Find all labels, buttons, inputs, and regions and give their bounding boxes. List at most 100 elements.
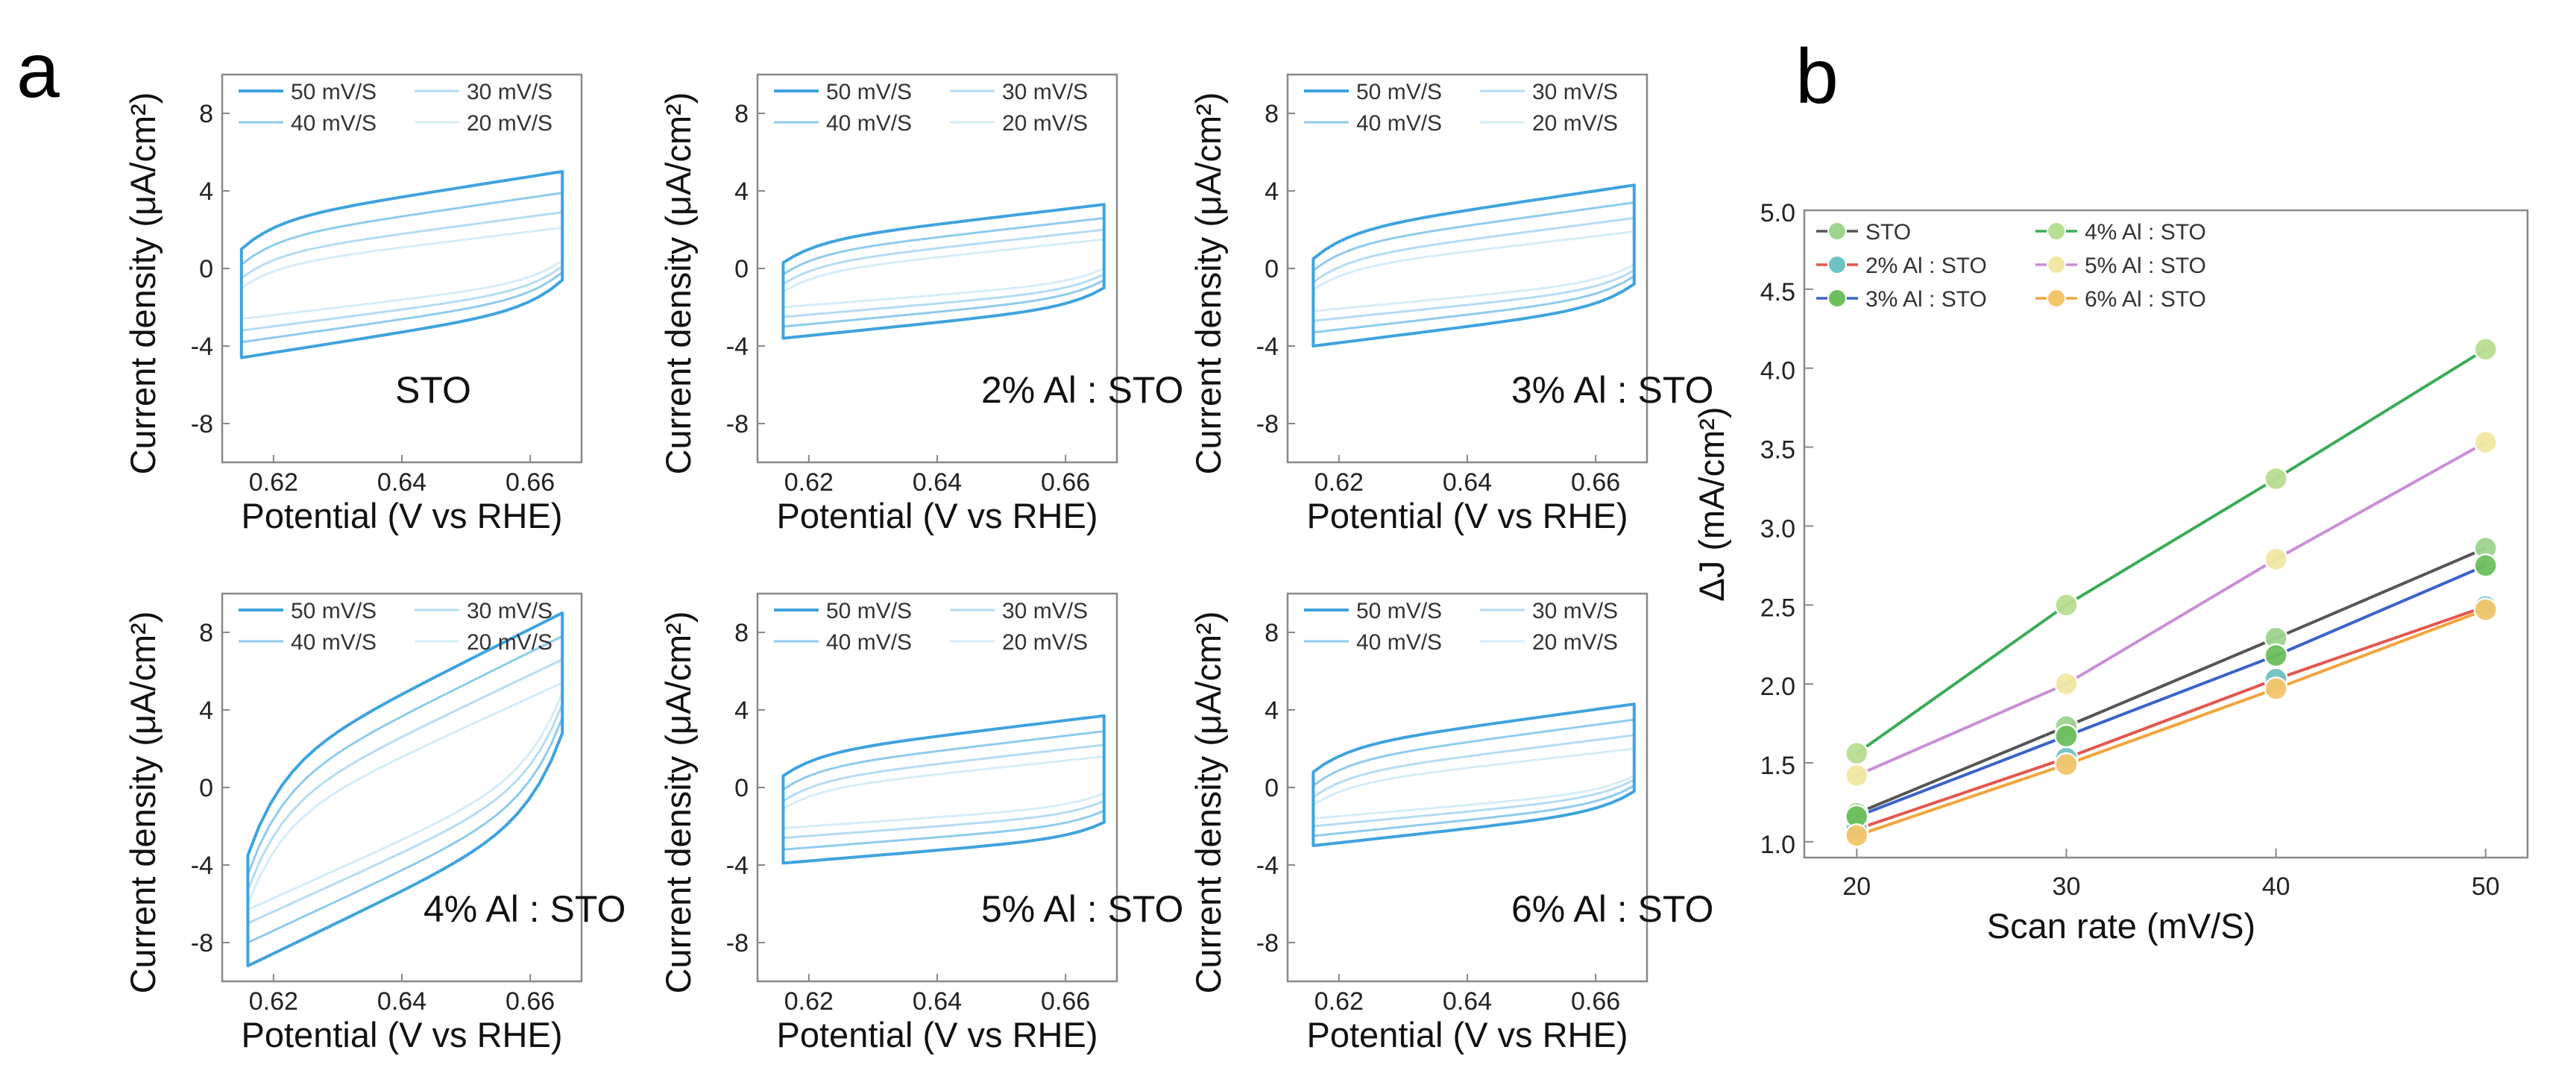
y-tick-label: 4 <box>734 177 749 206</box>
series-line <box>1856 547 2487 815</box>
x-tick-label: 0.66 <box>1041 987 1090 1016</box>
legend-label: 5% Al : STO <box>2085 254 2206 278</box>
y-tick-label: -4 <box>1256 333 1279 361</box>
y-tick-label: 4 <box>199 696 213 725</box>
legend-marker <box>2047 289 2066 308</box>
y-tick-label: -8 <box>191 410 213 438</box>
x-tick-label: 0.64 <box>1443 987 1492 1016</box>
data-point <box>1845 741 1869 766</box>
y-tick-label: 0 <box>734 774 749 802</box>
x-tick-label: 40 <box>2262 872 2290 901</box>
x-tick-label: 50 <box>2472 872 2500 901</box>
legend-label: 20 mV/S <box>467 630 552 655</box>
y-axis-label: Current density (μA/cm²) <box>1188 92 1228 475</box>
y-axis-label: ΔJ (mA/cm²) <box>1692 406 1731 601</box>
legend-label: 30 mV/S <box>1002 599 1088 623</box>
y-tick-label: 8 <box>199 100 213 128</box>
legend-label: 50 mV/S <box>826 80 912 104</box>
x-tick-label: 0.66 <box>1041 468 1090 497</box>
data-point <box>2054 752 2079 777</box>
legend-label: 40 mV/S <box>291 111 377 136</box>
cv-curve <box>1311 702 1636 847</box>
data-point <box>2473 553 2498 578</box>
y-tick-label: 8 <box>1265 619 1279 647</box>
plot-frame <box>1803 209 2529 859</box>
y-tick-label: 8 <box>734 100 749 128</box>
legend-label: 50 mV/S <box>826 599 912 623</box>
y-tick-label: -4 <box>726 333 749 361</box>
y-tick-label: -8 <box>726 410 749 438</box>
scan-rate-panel: 1.0 1.5 2.0 2.5 3.0 3.5 4.0 4.5 5.0 20 30 40 50 Scan … <box>1692 199 2529 946</box>
legend-marker <box>2047 221 2066 241</box>
y-tick-label: 4 <box>199 177 213 206</box>
x-tick-label: 0.66 <box>1571 987 1620 1016</box>
data-point <box>2473 337 2498 362</box>
y-tick-label: 0 <box>199 255 213 283</box>
x-tick-label: 0.66 <box>506 468 555 497</box>
x-tick-label: 0.62 <box>784 987 834 1016</box>
legend-label: STO <box>1865 220 1911 245</box>
data-point <box>2264 466 2288 491</box>
data-point <box>1845 823 1869 848</box>
legend-label: 40 mV/S <box>1356 630 1442 655</box>
data-point <box>2054 593 2079 617</box>
y-tick-label: 4.5 <box>1760 278 1795 306</box>
cv-curve <box>239 170 564 359</box>
panel-sample-label: 5% Al : STO <box>981 888 1183 930</box>
y-tick-label: 3.0 <box>1760 515 1795 543</box>
x-tick-label: 30 <box>2053 872 2081 901</box>
x-tick-label: 0.62 <box>1314 987 1364 1016</box>
legend-label: 40 mV/S <box>826 111 912 136</box>
data-point <box>1845 763 1869 788</box>
x-tick-label: 0.64 <box>913 468 962 497</box>
legend-label: 20 mV/S <box>1532 630 1618 655</box>
y-tick-label: 3.5 <box>1760 436 1795 465</box>
y-tick-label: -8 <box>191 929 213 957</box>
panel-sample-label: 3% Al : STO <box>1511 369 1713 411</box>
y-tick-label: -4 <box>726 852 749 880</box>
legend-label: 30 mV/S <box>1002 80 1088 104</box>
legend-label: 40 mV/S <box>826 630 912 655</box>
legend-label: 6% Al : STO <box>2085 287 2206 312</box>
legend-label: 50 mV/S <box>291 599 377 623</box>
cv-curve <box>1311 718 1636 837</box>
data-point <box>2264 676 2288 701</box>
cv-curve <box>781 203 1106 340</box>
y-tick-label: 5.0 <box>1760 199 1795 227</box>
data-point <box>2054 723 2079 749</box>
y-tick-label: -4 <box>191 333 213 361</box>
cv-curve <box>1311 747 1636 820</box>
x-tick-label: 0.62 <box>1314 468 1364 497</box>
panel-label-a: a <box>16 28 60 114</box>
y-tick-label: -4 <box>191 852 213 880</box>
data-point <box>2264 547 2288 572</box>
legend-label: 30 mV/S <box>1532 599 1618 623</box>
legend-label: 40 mV/S <box>1356 111 1442 136</box>
legend-label: 20 mV/S <box>1002 630 1088 655</box>
y-tick-label: 0 <box>1265 774 1279 802</box>
legend-label: 20 mV/S <box>1532 111 1618 136</box>
x-tick-label: 0.62 <box>784 468 834 497</box>
x-axis-label: Scan rate (mV/S) <box>1987 906 2255 946</box>
y-tick-label: -8 <box>726 929 749 957</box>
series-line <box>1856 605 2487 831</box>
legend-marker <box>1827 221 1847 241</box>
y-tick-label: 4 <box>1265 177 1279 206</box>
data-point <box>2473 597 2498 622</box>
cv-curve <box>1311 201 1636 334</box>
y-axis-label: Current density (μA/cm²) <box>123 611 163 994</box>
y-axis-label: Current density (μA/cm²) <box>658 92 698 475</box>
x-axis-label: Potential (V vs RHE) <box>242 496 563 535</box>
y-tick-label: 4 <box>1265 696 1279 725</box>
y-tick-label: 8 <box>199 619 213 647</box>
x-tick-label: 0.66 <box>506 987 555 1016</box>
y-tick-label: 8 <box>1265 100 1279 128</box>
data-point <box>2473 430 2498 455</box>
y-tick-label: 0 <box>734 255 749 283</box>
panel-label-b: b <box>1795 34 1839 120</box>
